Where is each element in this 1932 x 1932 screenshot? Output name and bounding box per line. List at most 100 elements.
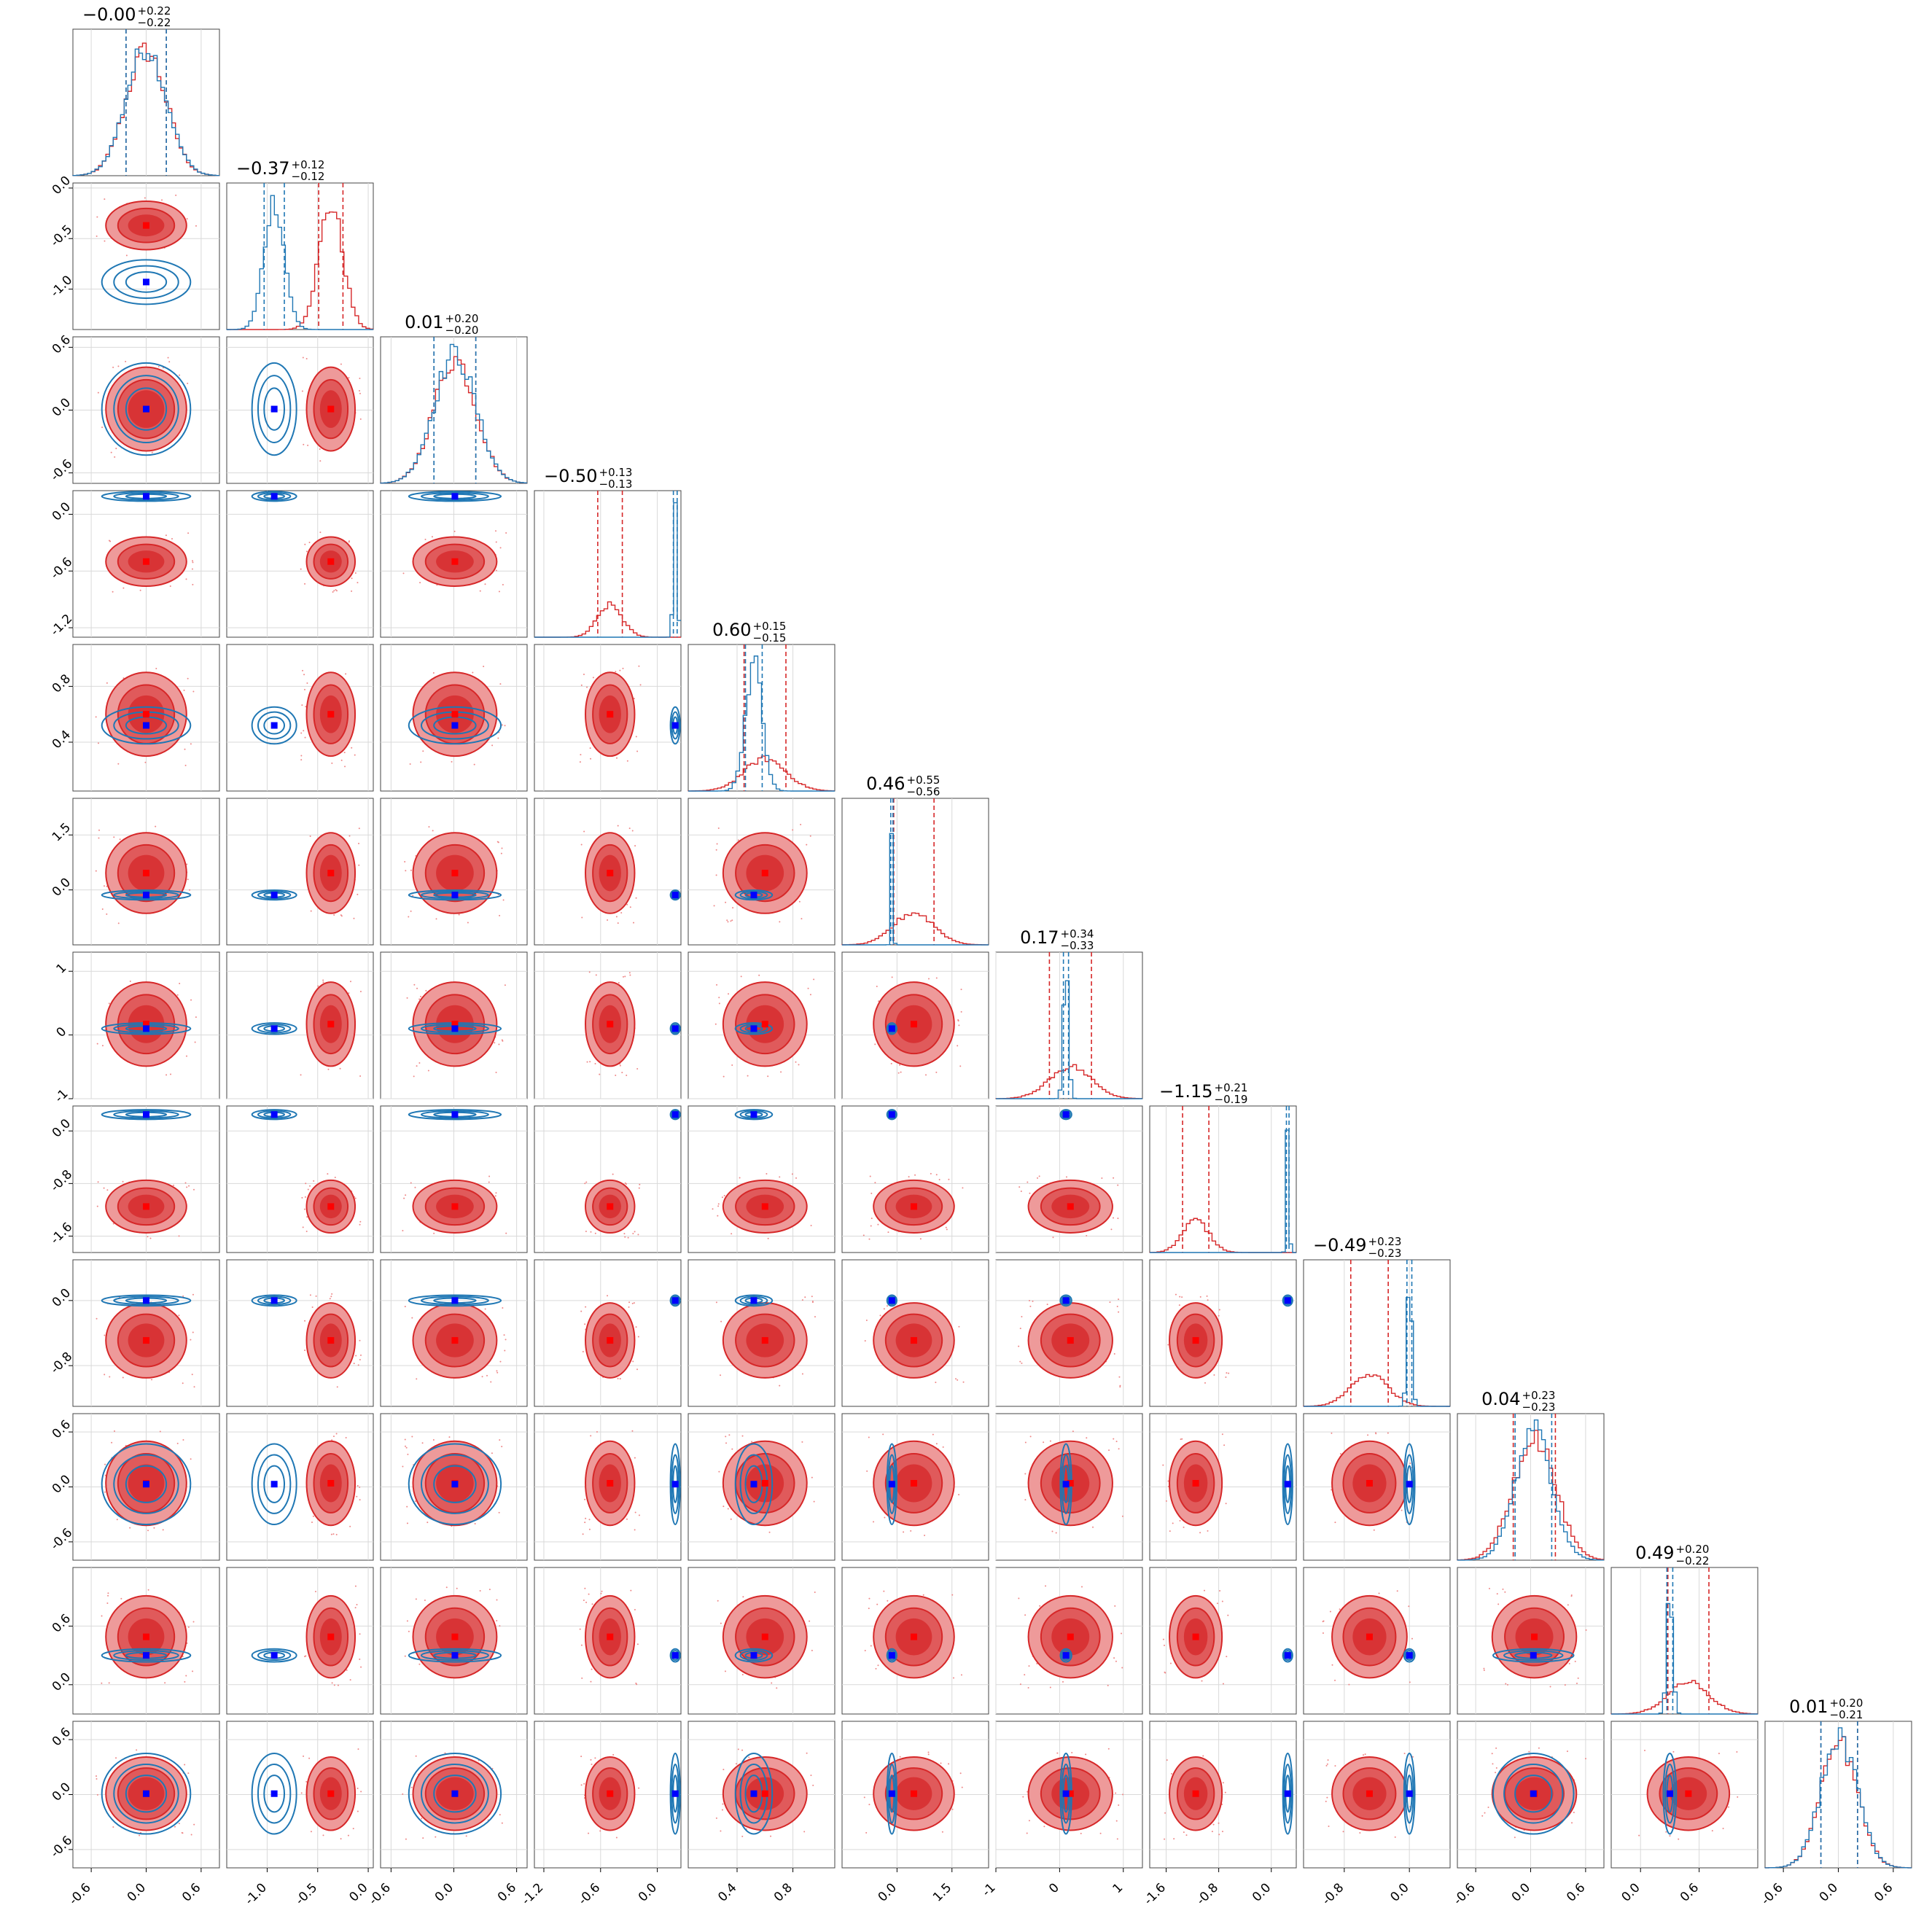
sample-dot xyxy=(1049,1440,1051,1442)
sample-dot xyxy=(195,225,197,227)
sample-dot xyxy=(601,1590,603,1592)
sample-dot xyxy=(1110,1228,1113,1231)
sample-dot xyxy=(581,916,583,919)
sample-dot xyxy=(304,1656,306,1658)
sample-dot xyxy=(103,1187,105,1189)
marker-blue xyxy=(888,1025,895,1032)
sample-dot xyxy=(619,1378,621,1380)
sample-dot xyxy=(1322,1632,1324,1634)
sample-dot xyxy=(1118,1298,1120,1301)
sample-dot xyxy=(1328,1826,1330,1828)
sample-dot xyxy=(634,1457,636,1459)
sample-dot xyxy=(726,919,728,922)
sample-dot xyxy=(1039,1605,1041,1607)
sample-dot xyxy=(301,390,303,392)
sample-dot xyxy=(1024,1614,1027,1616)
y-tick-label: -0.6 xyxy=(48,456,76,484)
sample-dot xyxy=(1564,1684,1566,1686)
sample-dot xyxy=(637,1234,639,1236)
sample-dot xyxy=(311,1521,313,1523)
contour-blue-1 xyxy=(113,890,179,900)
sample-dot xyxy=(191,560,193,562)
contour-blue-0 xyxy=(886,1443,897,1526)
sample-dot xyxy=(626,1518,628,1520)
sample-dot xyxy=(580,1644,583,1646)
y-tick-label: -0.5 xyxy=(48,222,76,250)
sample-dot xyxy=(590,1758,592,1761)
x-tick-label: -0.6 xyxy=(366,1880,394,1908)
sample-dot xyxy=(310,910,312,912)
param-title-lower: −0.21 xyxy=(1830,1708,1863,1721)
param-title-upper: +0.22 xyxy=(138,4,171,17)
sample-dot xyxy=(1228,1372,1230,1374)
x-tick-label: -0.6 xyxy=(576,1880,604,1908)
pair-panel-9-6 xyxy=(995,1413,1143,1561)
histogram-blue xyxy=(380,343,527,484)
sample-dot xyxy=(946,1228,948,1231)
sample-dot xyxy=(890,1062,892,1064)
pair-panel-8-3 xyxy=(534,1259,682,1407)
pair-panel-11-8: -0.8 0.0 xyxy=(1303,1721,1451,1908)
sample-dot xyxy=(421,1818,423,1820)
sample-dot xyxy=(411,1317,413,1319)
marker-red xyxy=(910,1790,917,1797)
histogram-blue xyxy=(1457,1419,1604,1561)
sample-dot xyxy=(960,989,962,991)
marker-blue xyxy=(1284,1297,1291,1304)
param-title-value: 0.01 xyxy=(1789,1697,1828,1717)
sample-dot xyxy=(737,839,739,841)
sample-dot xyxy=(722,1803,724,1805)
sample-dot xyxy=(188,1185,190,1187)
contour-blue-0 xyxy=(1403,1648,1416,1663)
sample-dot xyxy=(958,1325,960,1328)
sample-dot xyxy=(580,1784,583,1786)
sample-dot xyxy=(1506,1683,1508,1686)
sample-dot xyxy=(1115,1660,1117,1662)
pair-panel-6-4 xyxy=(688,951,835,1099)
sample-dot xyxy=(1378,1592,1380,1594)
sample-dot xyxy=(1018,1597,1020,1600)
sample-dot xyxy=(1206,1295,1208,1297)
sample-dot xyxy=(1051,1530,1053,1532)
sample-dot xyxy=(420,995,422,997)
sample-dot xyxy=(332,1436,335,1438)
sample-dot xyxy=(1175,1293,1177,1296)
sample-dot xyxy=(418,998,421,1000)
sample-dot xyxy=(899,1756,901,1758)
sample-dot xyxy=(900,1071,902,1073)
sample-dot xyxy=(416,987,418,989)
y-tick-label: 0.0 xyxy=(50,395,74,419)
sample-dot xyxy=(925,1074,927,1076)
sample-dot xyxy=(720,1320,722,1323)
marker-red xyxy=(1067,1633,1074,1640)
sample-dot xyxy=(488,1589,491,1591)
sample-dot xyxy=(357,1364,359,1366)
sample-dot xyxy=(758,974,760,976)
x-tick-label: 0.8 xyxy=(771,1880,795,1904)
marker-blue xyxy=(451,722,459,729)
sample-dot xyxy=(870,1645,872,1647)
sample-dot xyxy=(155,825,157,827)
pair-panel-10-9 xyxy=(1457,1567,1605,1715)
sample-dot xyxy=(580,844,583,846)
sample-dot xyxy=(607,919,609,922)
sample-dot xyxy=(592,677,594,679)
sample-dot xyxy=(505,531,507,534)
sample-dot xyxy=(1164,1838,1166,1840)
param-title-lower: −0.19 xyxy=(1215,1093,1248,1106)
param-title-lower: −0.15 xyxy=(753,631,787,644)
sample-dot xyxy=(957,1019,959,1021)
contour-blue-0 xyxy=(101,1109,192,1121)
sample-dot xyxy=(117,365,120,367)
sample-dot xyxy=(346,1669,348,1671)
pair-panel-6-3 xyxy=(534,951,682,1099)
sample-dot xyxy=(499,1439,501,1441)
sample-dot xyxy=(1216,1602,1218,1605)
contour-blue-1 xyxy=(257,491,292,501)
sample-dot xyxy=(191,1374,193,1376)
sample-dot xyxy=(864,1340,866,1342)
sample-dot xyxy=(195,1016,197,1018)
x-tick-label: 0.6 xyxy=(1678,1880,1702,1904)
sample-dot xyxy=(104,1491,106,1493)
sample-dot xyxy=(499,914,501,916)
